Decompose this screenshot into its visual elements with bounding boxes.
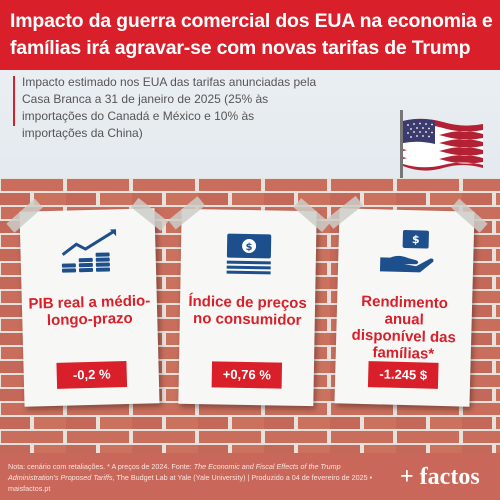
- banknote-icon: $: [226, 233, 272, 275]
- us-flag-icon: [403, 118, 483, 171]
- card-value: -1.245 $: [367, 361, 439, 389]
- card-value: +0,76 %: [211, 361, 283, 389]
- note-suffix: , The Budget Lab at Yale (Yale Universit…: [8, 473, 373, 493]
- footer: [0, 453, 500, 500]
- brand-logo: + factos: [400, 464, 480, 490]
- card-label: Rendimento anual disponível das famílias…: [351, 292, 457, 363]
- title-bar: Impacto da guerra comercial dos EUA na e…: [0, 0, 500, 70]
- svg-text:$: $: [412, 233, 420, 246]
- card-label: PIB real a médio-longo-prazo: [28, 292, 151, 330]
- source-title: The Economic and Fiscal Effects of the T…: [8, 462, 341, 482]
- card-value: -0,2 %: [56, 361, 128, 389]
- page-title: Impacto da guerra comercial dos EUA na e…: [10, 10, 493, 59]
- card-income: $ Rendimento anual disponível das famíli…: [325, 195, 488, 407]
- footnote: Nota: cenário com retaliações. * A preço…: [8, 461, 388, 494]
- hand-money-icon: $: [379, 229, 434, 273]
- subtitle-rule: [13, 76, 15, 126]
- growth-coins-icon: [61, 229, 117, 273]
- card-gdp: PIB real a médio-longo-prazo -0,2 %: [6, 197, 169, 407]
- card-label: Índice de preços no consumidor: [188, 292, 307, 329]
- card-cpi: $ Índice de preços no consumidor +0,76 %: [168, 196, 330, 407]
- svg-text:$: $: [245, 242, 252, 253]
- page-subtitle: Impacto estimado nos EUA das tarifas anu…: [22, 75, 317, 140]
- note-prefix: Nota: cenário com retaliações. * A preço…: [8, 462, 194, 471]
- flag-pole: [400, 110, 403, 190]
